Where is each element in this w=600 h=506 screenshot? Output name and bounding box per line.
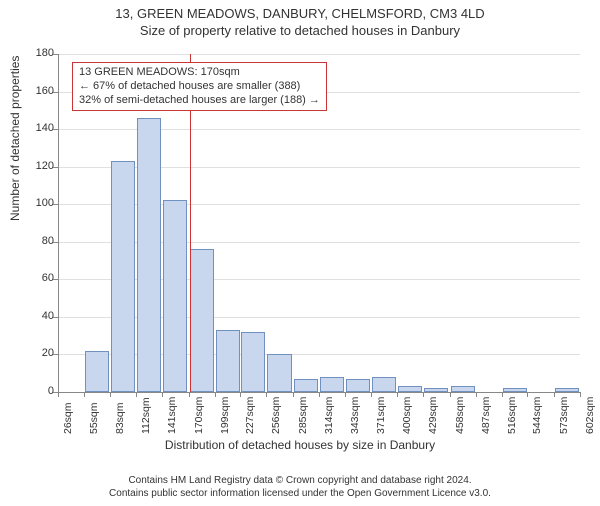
x-tick-label: 314sqm: [323, 397, 335, 434]
y-tick-label: 140: [26, 122, 54, 134]
histogram-bar: [190, 249, 214, 392]
histogram-bar: [346, 379, 370, 392]
y-tick-label: 40: [26, 310, 54, 322]
annotation-box: 13 GREEN MEADOWS: 170sqm ← 67% of detach…: [72, 62, 327, 111]
histogram-bar: [424, 388, 448, 392]
x-tick-label: 458sqm: [454, 397, 466, 434]
x-tick-label: 112sqm: [140, 397, 152, 434]
y-tick-label: 180: [26, 47, 54, 59]
annotation-line: 13 GREEN MEADOWS: 170sqm: [79, 66, 320, 80]
x-axis-label: Distribution of detached houses by size …: [0, 438, 600, 452]
y-tick-label: 60: [26, 272, 54, 284]
histogram-bar: [85, 351, 109, 392]
x-tick-label: 400sqm: [401, 397, 413, 434]
chart-container: 13, GREEN MEADOWS, DANBURY, CHELMSFORD, …: [0, 6, 600, 506]
y-tick-label: 20: [26, 347, 54, 359]
histogram-bar: [216, 330, 240, 392]
x-tick-label: 26sqm: [62, 402, 74, 434]
histogram-bar: [320, 377, 344, 392]
y-tick-label: 160: [26, 85, 54, 97]
y-tick-label: 80: [26, 235, 54, 247]
histogram-bar: [267, 354, 291, 392]
histogram-bar: [294, 379, 318, 392]
x-tick-label: 371sqm: [375, 397, 387, 434]
histogram-bar: [163, 200, 187, 392]
x-tick-label: 227sqm: [244, 397, 256, 434]
x-tick-label: 544sqm: [531, 397, 543, 434]
x-tick-label: 343sqm: [349, 397, 361, 434]
annotation-line: ← 67% of detached houses are smaller (38…: [79, 80, 320, 94]
annotation-line: 32% of semi-detached houses are larger (…: [79, 94, 320, 108]
x-tick-label: 55sqm: [88, 402, 100, 434]
x-tick-label: 573sqm: [558, 397, 570, 434]
x-tick-label: 256sqm: [270, 397, 282, 434]
x-tick-label: 516sqm: [506, 397, 518, 434]
x-tick-label: 170sqm: [193, 397, 205, 434]
x-tick-label: 141sqm: [166, 397, 178, 434]
y-tick-label: 100: [26, 197, 54, 209]
histogram-bar: [137, 118, 161, 392]
footer-line: Contains HM Land Registry data © Crown c…: [0, 475, 600, 488]
histogram-bar: [503, 388, 527, 392]
x-tick-label: 602sqm: [584, 397, 596, 434]
y-tick-label: 0: [26, 385, 54, 397]
histogram-bar: [555, 388, 579, 392]
histogram-bar: [241, 332, 265, 392]
title-sub: Size of property relative to detached ho…: [0, 23, 600, 38]
y-tick-label: 120: [26, 160, 54, 172]
x-tick-label: 429sqm: [427, 397, 439, 434]
histogram-bar: [398, 386, 422, 392]
x-tick-label: 487sqm: [480, 397, 492, 434]
y-axis-label: Number of detached properties: [8, 56, 22, 221]
x-tick-label: 285sqm: [297, 397, 309, 434]
footer-line: Contains public sector information licen…: [0, 488, 600, 501]
x-tick-label: 83sqm: [114, 402, 126, 434]
x-tick-label: 199sqm: [219, 397, 231, 434]
histogram-bar: [372, 377, 396, 392]
footer: Contains HM Land Registry data © Crown c…: [0, 475, 600, 500]
histogram-bar: [451, 386, 475, 392]
title-main: 13, GREEN MEADOWS, DANBURY, CHELMSFORD, …: [0, 6, 600, 21]
histogram-bar: [111, 161, 135, 392]
